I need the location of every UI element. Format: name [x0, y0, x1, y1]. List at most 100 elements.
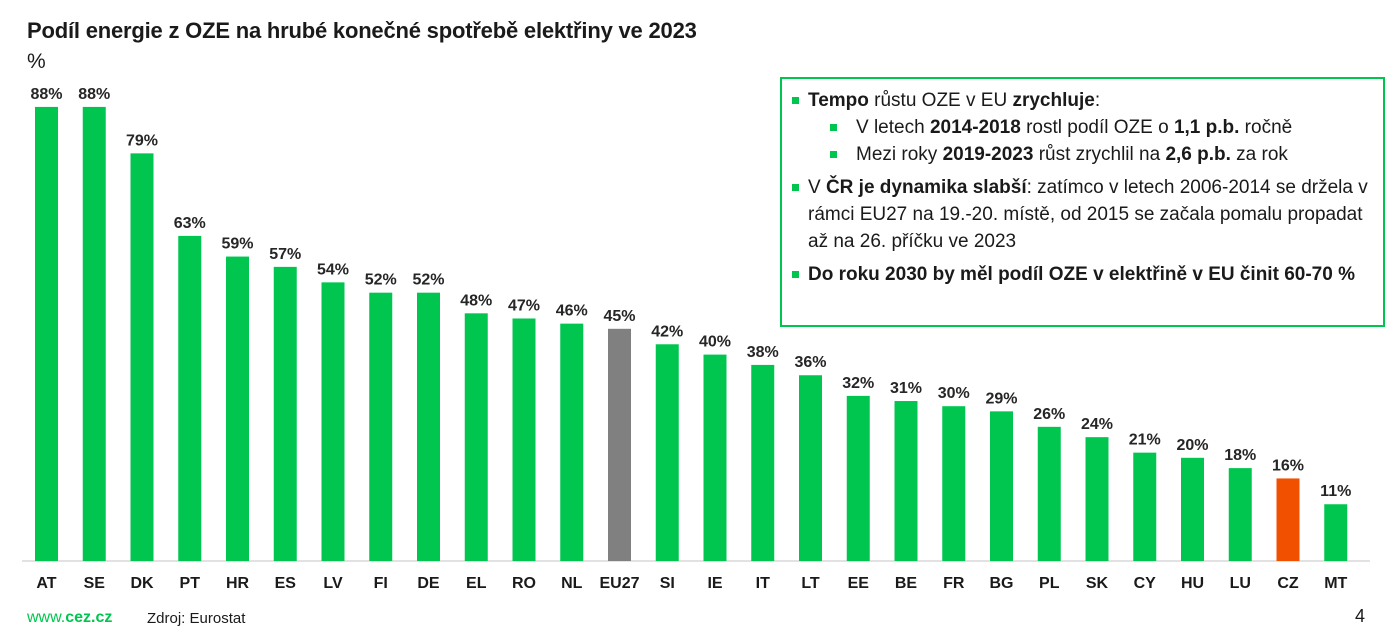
bar-pl	[1037, 426, 1061, 561]
text: za rok	[1230, 144, 1288, 165]
bar-dk	[130, 153, 154, 562]
callout-box: Tempo růstu OZE v EU zrychluje: V letech …	[780, 77, 1385, 327]
category-label-pt: PT	[180, 575, 201, 592]
data-label-it: 38%	[747, 344, 779, 361]
data-label-eu27: 45%	[603, 308, 635, 325]
category-label-ro: RO	[512, 575, 536, 592]
data-label-bg: 29%	[985, 390, 1017, 407]
text: ročně	[1239, 117, 1293, 138]
data-label-at: 88%	[30, 86, 62, 103]
bold-text: 2014-2018	[929, 117, 1021, 138]
data-label-dk: 79%	[126, 132, 158, 149]
bar-it	[751, 364, 775, 561]
data-label-cz: 16%	[1272, 457, 1304, 474]
category-label-hr: HR	[226, 575, 250, 592]
bar-cy	[1133, 452, 1157, 561]
bold-text: ČR je dynamika slabší	[825, 177, 1027, 198]
category-label-lu: LU	[1230, 575, 1251, 592]
category-label-it: IT	[756, 575, 770, 592]
data-label-be: 31%	[890, 380, 922, 397]
bar-si	[655, 344, 679, 561]
category-label-de: DE	[417, 575, 440, 592]
category-label-dk: DK	[130, 575, 154, 592]
category-label-be: BE	[895, 575, 918, 592]
data-label-si: 42%	[651, 323, 683, 340]
category-label-bg: BG	[990, 575, 1014, 592]
bullet-item: V ČR je dynamika slabší: zatímco v letec…	[790, 174, 1373, 255]
bar-at	[35, 106, 58, 562]
square-bullet-icon	[792, 271, 799, 278]
data-label-cy: 21%	[1129, 432, 1161, 449]
category-label-fi: FI	[374, 575, 388, 592]
data-label-se: 88%	[78, 86, 110, 103]
square-bullet-icon	[792, 97, 799, 104]
square-bullet-icon	[792, 184, 799, 191]
data-label-mt: 11%	[1320, 483, 1351, 500]
category-label-lt: LT	[801, 575, 820, 592]
bar-hr	[226, 256, 249, 561]
website-link[interactable]: www.cez.cz	[27, 609, 112, 627]
category-label-cy: CY	[1134, 575, 1157, 592]
category-label-lv: LV	[323, 575, 343, 592]
category-label-si: SI	[660, 575, 675, 592]
bar-nl	[560, 323, 584, 561]
category-label-se: SE	[84, 575, 106, 592]
category-label-sk: SK	[1086, 575, 1109, 592]
bar-lu	[1228, 468, 1252, 561]
data-label-hr: 59%	[221, 236, 253, 253]
bold-text: 2,6 p.b.	[1165, 144, 1231, 165]
data-label-el: 48%	[460, 292, 492, 309]
category-label-el: EL	[466, 575, 487, 592]
url-brand: cez.cz	[65, 609, 113, 626]
bar-fi	[369, 292, 393, 561]
bullet-item: Do roku 2030 by měl podíl OZE v elektřin…	[790, 261, 1373, 288]
text: :	[1094, 90, 1101, 111]
url-prefix: www.	[27, 609, 66, 626]
bar-eu27	[608, 328, 631, 561]
bar-chart: 88% 88% 79% 63% 59% 57% 54% 52% 52% 48% 47% 46% 45% 4…	[22, 86, 1370, 592]
bar-se	[82, 106, 106, 562]
text: : zatímco v letech 2006-2014 se držela v…	[808, 177, 1368, 252]
text: růst zrychlil na	[1033, 144, 1166, 165]
data-label-pt: 63%	[174, 215, 206, 232]
bar-ie	[703, 354, 727, 561]
category-label-nl: NL	[561, 575, 583, 592]
category-label-fr: FR	[943, 575, 965, 592]
data-label-de: 52%	[412, 272, 444, 289]
bar-mt	[1324, 504, 1348, 561]
data-label-lu: 18%	[1224, 447, 1256, 464]
bullet-item: Tempo růstu OZE v EU zrychluje:	[790, 87, 1373, 114]
bar-pt	[178, 235, 202, 562]
data-label-es: 57%	[269, 246, 301, 263]
slide-title: Podíl energie z OZE na hrubé konečné spo…	[27, 18, 697, 43]
bar-bg	[990, 411, 1013, 561]
bar-ee	[846, 395, 870, 561]
data-label-lv: 54%	[317, 261, 349, 278]
category-label-cz: CZ	[1277, 575, 1299, 592]
bars-group	[35, 106, 1348, 562]
bar-fr	[942, 406, 966, 561]
bar-hu	[1181, 457, 1204, 561]
text: V	[808, 177, 826, 198]
data-label-hu: 20%	[1176, 437, 1208, 454]
data-label-nl: 46%	[556, 303, 588, 320]
text: růstu OZE v EU	[868, 90, 1013, 111]
category-label-eu27: EU27	[599, 575, 639, 592]
bold-text: zrychluje	[1012, 90, 1095, 111]
text: rostl podíl OZE o	[1020, 117, 1174, 138]
source-note: Zdroj: Eurostat	[147, 610, 246, 627]
bar-be	[894, 401, 918, 561]
bar-ro	[512, 318, 536, 561]
text: V letech	[856, 117, 930, 138]
bar-el	[464, 313, 488, 561]
page-number: 4	[1355, 606, 1366, 626]
bar-cz	[1276, 478, 1300, 561]
bar-lt	[799, 375, 822, 561]
square-bullet-icon	[830, 124, 837, 131]
bold-text: 1,1 p.b.	[1173, 117, 1240, 138]
bold-text: 2019-2023	[942, 144, 1034, 165]
sub-bullet-item: V letech 2014-2018 rostl podíl OZE o 1,1…	[790, 114, 1373, 141]
bar-lv	[321, 282, 345, 561]
data-label-sk: 24%	[1081, 416, 1113, 433]
bar-labels-group: 88% 88% 79% 63% 59% 57% 54% 52% 52% 48% 47% 46% 45% 4…	[30, 86, 1351, 500]
